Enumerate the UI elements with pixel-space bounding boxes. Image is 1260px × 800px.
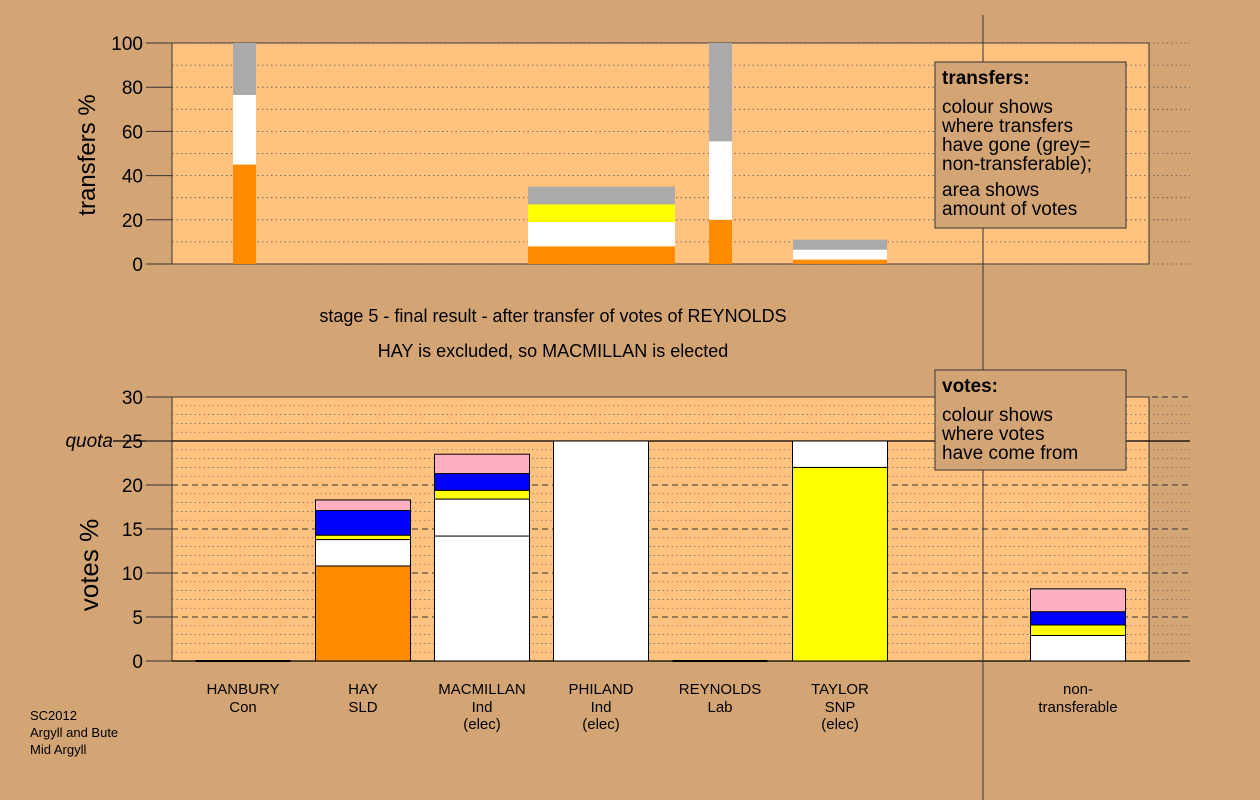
stage-line-1: stage 5 - final result - after transfer …	[319, 306, 786, 326]
votes-tick-label: 15	[122, 520, 143, 541]
transfers-note-line: amount of votes	[942, 199, 1077, 220]
transfers-tick-label: 80	[122, 78, 143, 99]
transfers-note-line: colour shows	[942, 97, 1053, 118]
votes-note-line: colour shows	[942, 405, 1053, 426]
vote-segment-nontrans	[1030, 634, 1126, 662]
transfer-segment-hanbury	[233, 94, 256, 165]
candidate-party-nontrans: transferable	[1038, 699, 1117, 716]
votes-bars	[195, 440, 1126, 662]
votes-tick-label: 5	[132, 608, 143, 629]
candidate-name-hanbury: HANBURY	[206, 681, 279, 698]
candidate-labels: HANBURYConHAYSLDMACMILLANInd(elec)PHILAN…	[206, 681, 1117, 733]
votes-note-title: votes:	[942, 376, 998, 397]
vote-segment-macmillan	[434, 473, 530, 491]
candidate-party-philand: Ind	[591, 699, 612, 716]
vote-segment-hay	[315, 499, 411, 512]
candidate-name-philand: PHILAND	[568, 681, 633, 698]
transfer-segment-philand	[528, 186, 675, 205]
footer-line: SC2012	[30, 708, 77, 723]
votes-tick-label: 0	[132, 652, 143, 673]
transfer-segment-taylor	[793, 249, 887, 260]
candidate-party-reynolds: Lab	[707, 699, 732, 716]
transfers-note-box	[934, 61, 1127, 229]
transfers-axis-label: transfers %	[74, 94, 101, 215]
stage-line-2: HAY is excluded, so MACMILLAN is elected	[378, 341, 728, 361]
votes-note-line: where votes	[941, 424, 1044, 445]
transfer-segment-philand	[528, 222, 675, 247]
transfers-note-line: area shows	[942, 180, 1039, 201]
vote-segment-hay	[315, 534, 411, 541]
votes-tick-label: 25	[122, 432, 143, 453]
candidate-name-nontrans: non-	[1063, 681, 1093, 698]
candidate-status-macmillan: (elec)	[463, 716, 501, 733]
candidate-party-hanbury: Con	[229, 699, 257, 716]
transfer-segment-macmillan	[709, 43, 732, 142]
transfers-note-line: have gone (grey=	[942, 135, 1090, 156]
vote-segment-taylor	[792, 466, 888, 662]
votes-tick-label: 30	[122, 388, 143, 409]
transfer-segment-philand	[528, 246, 675, 264]
candidate-status-taylor: (elec)	[821, 716, 859, 733]
transfers-tick-label: 100	[111, 34, 143, 55]
vote-segment-nontrans	[1030, 588, 1126, 613]
transfer-segment-philand	[528, 204, 675, 223]
vote-segment-nontrans	[1030, 624, 1126, 636]
candidate-status-philand: (elec)	[582, 716, 620, 733]
transfers-tick-label: 60	[122, 122, 143, 143]
transfers-note: transfers: colour shows where transfers …	[934, 61, 1127, 229]
footer-line: Mid Argyll	[30, 742, 86, 757]
transfer-segment-taylor	[793, 239, 887, 250]
transfers-tick-label: 0	[132, 255, 143, 276]
votes-axis: 0 5 10 15 20 25 30	[122, 388, 172, 673]
votes-note: votes: colour shows where votes have com…	[934, 369, 1127, 471]
transfers-tick-label: 20	[122, 211, 143, 232]
vote-segment-macmillan	[434, 498, 530, 537]
votes-tick-label: 20	[122, 476, 143, 497]
vote-segment-hay	[315, 510, 411, 536]
transfers-bars	[233, 43, 887, 264]
transfer-segment-macmillan	[709, 141, 732, 220]
votes-tick-label: 10	[122, 564, 143, 585]
transfer-segment-taylor	[793, 259, 887, 264]
vote-segment-macmillan	[434, 453, 530, 475]
vote-segment-hay	[315, 539, 411, 567]
candidate-name-hay: HAY	[348, 681, 378, 698]
vote-segment-macmillan	[434, 535, 530, 662]
vote-segment-philand	[553, 440, 649, 662]
votes-axis-label: votes %	[74, 519, 104, 612]
candidate-party-hay: SLD	[348, 699, 377, 716]
candidate-name-reynolds: REYNOLDS	[679, 681, 762, 698]
votes-note-box	[934, 369, 1127, 471]
candidate-name-taylor: TAYLOR	[811, 681, 869, 698]
transfer-segment-macmillan	[709, 219, 732, 264]
transfers-note-line: non-transferable);	[942, 154, 1092, 175]
quota-label: quota	[65, 431, 113, 452]
transfer-segment-hanbury	[233, 164, 256, 264]
vote-segment-macmillan	[434, 489, 530, 500]
candidate-name-macmillan: MACMILLAN	[438, 681, 526, 698]
transfer-segment-hanbury	[233, 43, 256, 95]
transfers-axis: 0 20 40 60 80 100	[111, 34, 172, 276]
vote-segment-hay	[315, 565, 411, 662]
footer: SC2012 Argyll and Bute Mid Argyll	[30, 708, 118, 757]
candidate-party-taylor: SNP	[825, 699, 856, 716]
transfers-note-line: where transfers	[941, 116, 1073, 137]
vote-segment-nontrans	[1030, 611, 1126, 626]
transfers-note-title: transfers:	[942, 68, 1030, 89]
votes-note-line: have come from	[942, 443, 1078, 464]
footer-line: Argyll and Bute	[30, 725, 118, 740]
vote-segment-taylor	[792, 440, 888, 468]
candidate-party-macmillan: Ind	[472, 699, 493, 716]
transfers-tick-label: 40	[122, 167, 143, 188]
